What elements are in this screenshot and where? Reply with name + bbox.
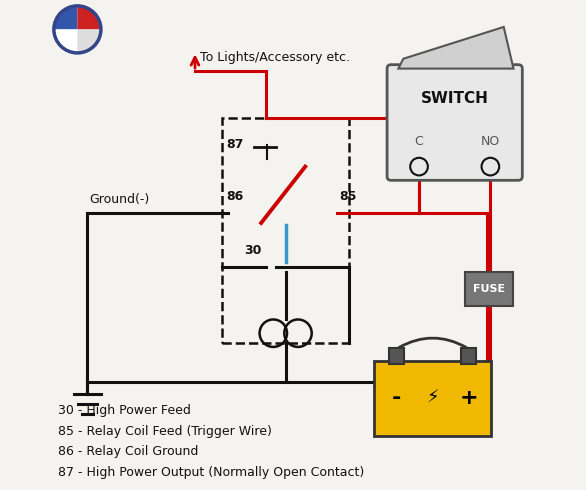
FancyBboxPatch shape xyxy=(374,361,491,436)
Text: 86 - Relay Coil Ground: 86 - Relay Coil Ground xyxy=(58,445,198,459)
Text: 85: 85 xyxy=(339,190,357,203)
Text: 30: 30 xyxy=(244,244,261,257)
Text: To Lights/Accessory etc.: To Lights/Accessory etc. xyxy=(200,50,350,64)
Text: NO: NO xyxy=(481,135,500,148)
FancyBboxPatch shape xyxy=(461,348,476,364)
Text: FUSE: FUSE xyxy=(473,284,505,294)
FancyArrowPatch shape xyxy=(399,338,466,347)
Wedge shape xyxy=(54,29,77,53)
Text: ⚡: ⚡ xyxy=(427,389,439,407)
Text: 85 - Relay Coil Feed (Trigger Wire): 85 - Relay Coil Feed (Trigger Wire) xyxy=(58,425,272,438)
Text: 87: 87 xyxy=(227,138,244,151)
Wedge shape xyxy=(77,29,101,53)
FancyBboxPatch shape xyxy=(465,272,513,306)
Text: 87 - High Power Output (Normally Open Contact): 87 - High Power Output (Normally Open Co… xyxy=(58,466,364,479)
Text: SWITCH: SWITCH xyxy=(421,91,489,106)
Text: -: - xyxy=(392,388,401,408)
Text: 86: 86 xyxy=(226,190,243,203)
Text: 30 - High Power Feed: 30 - High Power Feed xyxy=(58,404,190,417)
Circle shape xyxy=(54,6,101,53)
Wedge shape xyxy=(77,6,101,29)
Text: Ground(-): Ground(-) xyxy=(90,193,150,206)
FancyBboxPatch shape xyxy=(389,348,404,364)
Polygon shape xyxy=(398,27,513,69)
FancyBboxPatch shape xyxy=(387,65,522,180)
Text: +: + xyxy=(459,388,478,408)
Text: C: C xyxy=(415,135,424,148)
Wedge shape xyxy=(54,6,77,29)
Circle shape xyxy=(482,158,499,175)
Circle shape xyxy=(410,158,428,175)
